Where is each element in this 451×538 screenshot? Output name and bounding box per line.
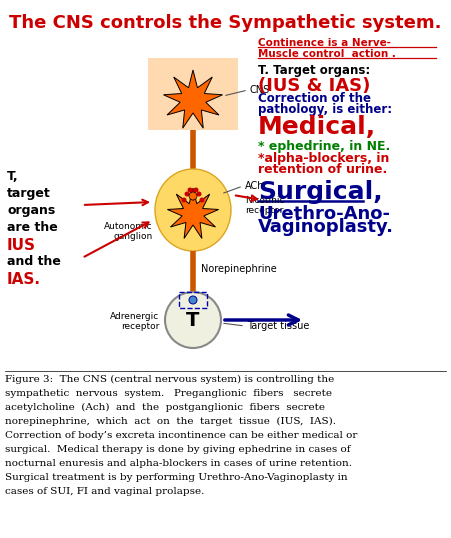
Text: norepinephrine,  which  act  on  the  target  tissue  (IUS,  IAS).: norepinephrine, which act on the target … [5, 417, 336, 426]
Text: Correction of the: Correction of the [258, 92, 371, 105]
Text: pathology, is either:: pathology, is either: [258, 103, 392, 116]
Text: ACh: ACh [245, 181, 264, 191]
Text: Vaginoplasty.: Vaginoplasty. [258, 218, 394, 236]
Circle shape [189, 192, 197, 200]
Text: organs: organs [7, 204, 55, 217]
Circle shape [197, 192, 202, 196]
Circle shape [188, 188, 193, 193]
Text: Surgical,: Surgical, [258, 180, 382, 204]
Circle shape [165, 292, 221, 348]
Circle shape [189, 296, 197, 304]
Text: Medical,: Medical, [258, 115, 376, 139]
Text: surgical.  Medical therapy is done by giving ephedrine in cases of: surgical. Medical therapy is done by giv… [5, 445, 350, 454]
Text: CNS: CNS [250, 85, 270, 95]
Text: T: T [186, 310, 200, 329]
Text: Figure 3:  The CNS (central nervous system) is controlling the: Figure 3: The CNS (central nervous syste… [5, 375, 334, 384]
Text: Norepinephrine: Norepinephrine [201, 265, 277, 274]
Text: Adrenergic
receptor: Adrenergic receptor [110, 312, 159, 331]
Polygon shape [167, 188, 219, 238]
Text: Autonomic
ganglion: Autonomic ganglion [104, 222, 153, 242]
Text: retention of urine.: retention of urine. [258, 163, 387, 176]
Text: Urethro-Ano-: Urethro-Ano- [258, 205, 390, 223]
Text: T. Target organs:: T. Target organs: [258, 64, 370, 77]
Text: (IUS & IAS): (IUS & IAS) [258, 77, 370, 95]
Text: *alpha-blockers, in: *alpha-blockers, in [258, 152, 389, 165]
FancyBboxPatch shape [148, 58, 238, 130]
Text: Continence is a Nerve-: Continence is a Nerve- [258, 38, 391, 48]
Text: Surgical treatment is by performing Urethro-Ano-Vaginoplasty in: Surgical treatment is by performing Uret… [5, 473, 348, 482]
Text: acetylcholine  (Ach)  and  the  postganglionic  fibers  secrete: acetylcholine (Ach) and the postganglion… [5, 403, 325, 412]
Text: cases of SUI, FI and vaginal prolapse.: cases of SUI, FI and vaginal prolapse. [5, 487, 204, 496]
Text: Muscle control  action .: Muscle control action . [258, 49, 396, 59]
Text: * ephedrine, in NE.: * ephedrine, in NE. [258, 140, 390, 153]
Text: IAS.: IAS. [7, 272, 41, 287]
Text: T,: T, [7, 170, 18, 183]
Text: and the: and the [7, 255, 61, 268]
Ellipse shape [155, 169, 231, 251]
Circle shape [181, 197, 187, 202]
Text: Nicotinic
receptor: Nicotinic receptor [245, 196, 285, 215]
Circle shape [190, 189, 195, 195]
Text: Target tissue: Target tissue [247, 321, 309, 331]
Text: sympathetic  nervous  system.   Preganglionic  fibers   secrete: sympathetic nervous system. Preganglioni… [5, 389, 332, 398]
Circle shape [193, 188, 198, 193]
Text: nocturnal enuresis and alpha-blockers in cases of urine retention.: nocturnal enuresis and alpha-blockers in… [5, 459, 352, 468]
Circle shape [184, 192, 189, 196]
Circle shape [199, 197, 204, 202]
Text: The CNS controls the Sympathetic system.: The CNS controls the Sympathetic system. [9, 14, 441, 32]
Text: are the: are the [7, 221, 58, 234]
Polygon shape [163, 70, 222, 128]
Circle shape [190, 195, 195, 201]
Text: IUS: IUS [7, 238, 36, 253]
Text: target: target [7, 187, 51, 200]
Text: Correction of body’s excreta incontinence can be either medical or: Correction of body’s excreta incontinenc… [5, 431, 357, 440]
